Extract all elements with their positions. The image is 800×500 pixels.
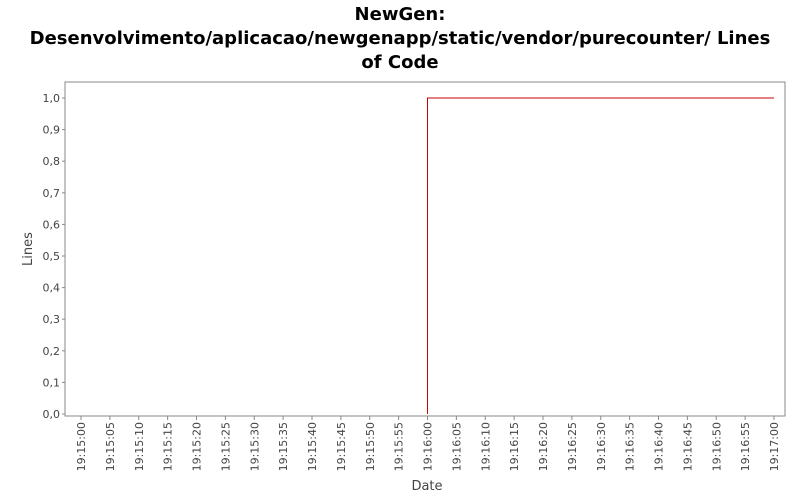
y-tick-label: 0,3 (43, 313, 61, 326)
x-tick-label: 19:16:25 (566, 422, 579, 471)
x-tick-label: 19:15:00 (75, 422, 88, 471)
x-tick-label: 19:17:00 (768, 422, 781, 471)
x-tick-label: 19:16:40 (653, 422, 666, 471)
y-tick-label: 0,6 (43, 218, 61, 231)
x-tick-label: 19:16:55 (739, 422, 752, 471)
x-tick-label: 19:15:10 (133, 422, 146, 471)
x-tick-label: 19:16:50 (710, 422, 723, 471)
x-tick-label: 19:15:15 (162, 422, 175, 471)
x-tick-label: 19:16:20 (537, 422, 550, 471)
y-tick-label: 0,0 (43, 408, 61, 421)
x-tick-label: 19:15:05 (104, 422, 117, 471)
x-tick-label: 19:15:25 (219, 422, 232, 471)
y-axis: 0,0 0,1 0,2 0,3 0,4 0,5 0,6 0,7 0,8 0,9 1,0 (43, 92, 65, 421)
x-tick-label: 19:15:20 (191, 422, 204, 471)
y-tick-label: 0,8 (43, 155, 61, 168)
chart-title-line-1: NewGen: (354, 4, 446, 25)
chart-title-line-2: Desenvolvimento/aplicacao/newgenapp/stat… (29, 28, 771, 49)
y-tick-label: 0,4 (43, 282, 61, 295)
x-axis-label: Date (411, 479, 442, 494)
x-tick-label: 19:16:05 (450, 422, 463, 471)
x-axis: 19:15:00 19:15:05 19:15:10 19:15:15 19:15:20… (75, 416, 781, 471)
y-axis-label: Lines (21, 232, 36, 266)
y-tick-label: 0,7 (43, 187, 61, 200)
y-tick-label: 0,9 (43, 124, 61, 137)
y-tick-label: 1,0 (43, 92, 61, 105)
x-tick-label: 19:15:50 (364, 422, 377, 471)
y-tick-label: 0,5 (43, 250, 61, 263)
x-tick-label: 19:16:10 (479, 422, 492, 471)
x-tick-label: 19:16:00 (422, 422, 435, 471)
series-layer (427, 97, 774, 414)
series-line (427, 97, 774, 414)
x-tick-label: 19:15:35 (277, 422, 290, 471)
x-tick-label: 19:15:30 (248, 422, 261, 471)
x-tick-label: 19:15:55 (393, 422, 406, 471)
y-tick-label: 0,2 (43, 345, 61, 358)
x-tick-label: 19:15:45 (335, 422, 348, 471)
x-tick-label: 19:16:45 (681, 422, 694, 471)
y-tick-label: 0,1 (43, 376, 61, 389)
plot-area (64, 81, 786, 417)
x-tick-label: 19:16:35 (624, 422, 637, 471)
chart-title: NewGen: Desenvolvimento/aplicacao/newgen… (0, 3, 800, 75)
x-tick-label: 19:16:30 (595, 422, 608, 471)
x-tick-label: 19:15:40 (306, 422, 319, 471)
chart-title-line-3: of Code (361, 52, 439, 73)
x-tick-label: 19:16:15 (508, 422, 521, 471)
